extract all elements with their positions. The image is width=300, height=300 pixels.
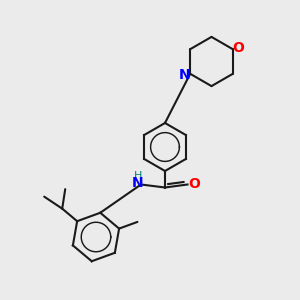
Text: H: H	[134, 171, 142, 181]
Text: N: N	[132, 176, 144, 190]
Text: N: N	[179, 68, 190, 82]
Text: O: O	[232, 41, 244, 55]
Text: O: O	[188, 177, 200, 190]
